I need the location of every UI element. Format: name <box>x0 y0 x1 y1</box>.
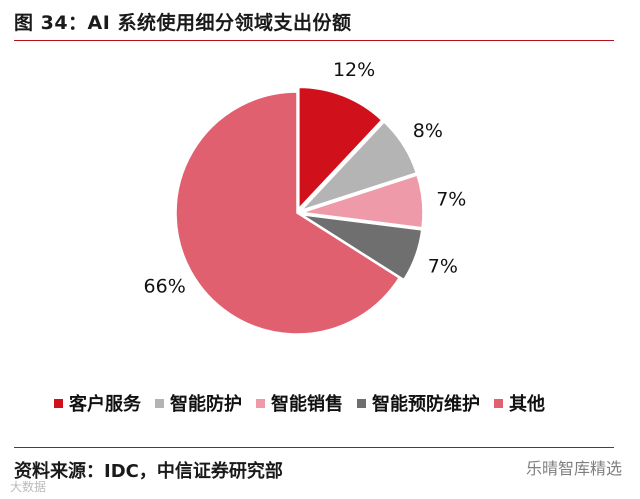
pie-slice-smart-protection <box>300 121 418 212</box>
pie-chart: 12% 8% 7% 7% 66% <box>144 59 467 335</box>
legend-item-other: 其他 <box>494 390 545 416</box>
watermark-text: 乐晴智库精选 <box>525 459 622 478</box>
source-note: 资料来源：IDC，中信证券研究部 <box>14 461 283 482</box>
slice-label-smart-sales: 7% <box>436 188 466 210</box>
legend-swatch <box>357 398 366 408</box>
legend-label: 智能销售 <box>271 394 343 415</box>
chart-legend: 客户服务 智能防护 智能销售 智能预防维护 其他 <box>54 390 545 416</box>
legend-label: 智能预防维护 <box>372 394 480 415</box>
legend-item-predictive-maintenance: 智能预防维护 <box>357 390 480 416</box>
figure-title: 图 34：AI 系统使用细分领域支出份额 <box>14 12 352 34</box>
slice-label-predictive-maintenance: 7% <box>428 256 458 278</box>
pie-slice-predictive-maintenance <box>301 213 423 281</box>
slice-label-smart-protection: 8% <box>413 120 443 142</box>
pie-slice-other <box>175 91 401 335</box>
slice-label-customer-service: 12% <box>333 59 375 81</box>
pie-slice-smart-sales <box>301 174 424 229</box>
bottom-rule <box>14 447 614 448</box>
legend-label: 客户服务 <box>69 394 141 415</box>
top-rule <box>14 40 614 41</box>
pie-slice-customer-service <box>298 86 383 211</box>
pie-slices <box>175 86 424 335</box>
slice-label-other: 66% <box>144 276 186 298</box>
watermark-small: 大数据 <box>10 480 47 494</box>
pie-labels: 12% 8% 7% 7% 66% <box>144 59 467 298</box>
legend-item-smart-sales: 智能销售 <box>256 390 343 416</box>
legend-swatch <box>54 398 63 408</box>
legend-swatch <box>494 398 503 408</box>
legend-swatch <box>256 398 265 408</box>
legend-label: 智能防护 <box>170 394 242 415</box>
legend-item-smart-protection: 智能防护 <box>155 390 242 416</box>
legend-item-customer-service: 客户服务 <box>54 390 141 416</box>
legend-swatch <box>155 398 164 408</box>
legend-label: 其他 <box>509 394 545 415</box>
